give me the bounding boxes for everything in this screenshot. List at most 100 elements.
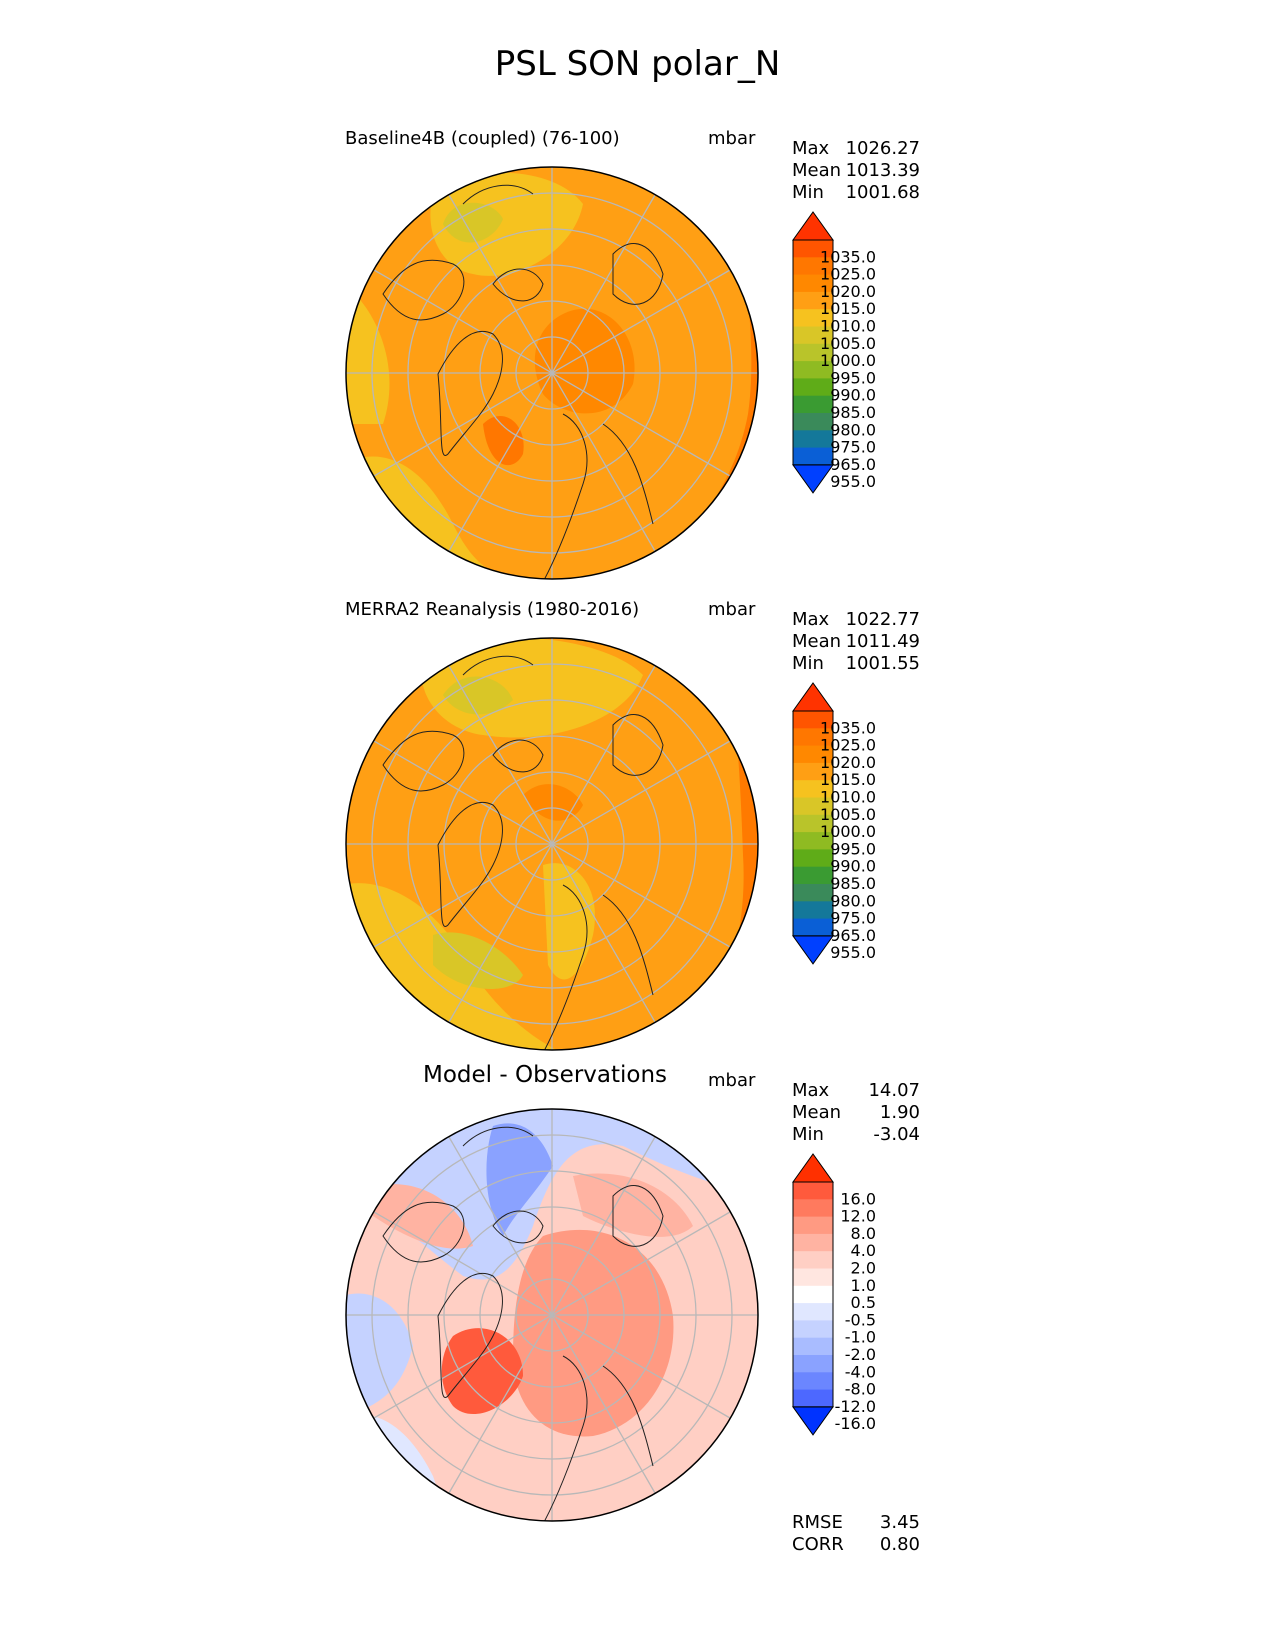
panel-obs: MERRA2 Reanalysis (1980-2016) mbar Max 10… [0,599,1275,1069]
stat-label: Max [792,138,830,159]
colorbar-swatch [793,1199,833,1218]
colorbar-extend-min [792,464,834,494]
figure-title: PSL SON polar_N [494,44,781,84]
panel-model: Baseline4B (coupled) (76-100) mbar Max 10… [0,128,1275,598]
colorbar-swatch [793,1182,833,1200]
colorbar-tick-label: 12.0 [840,1207,876,1226]
stat-min: 1001.55 [845,653,920,674]
colorbar-swatch [793,291,833,310]
colorbar-swatch [793,395,833,414]
colorbar-tick-label: 1.0 [851,1276,876,1295]
colorbar-swatch [793,240,833,258]
stats-box: Max 1026.27 Mean 1013.39 Min 1001.68 [792,138,920,204]
colorbar-tick-label: 2.0 [851,1259,876,1278]
colorbar-swatch [793,1268,833,1287]
colorbar-ticks: 16.012.08.04.02.01.00.5-0.5-1.0-2.0-4.0-… [835,1189,876,1433]
stat-label: Min [792,1124,824,1145]
colorbar-tick-label: 985.0 [830,403,876,422]
stat-max: 14.07 [868,1080,920,1101]
colorbar-swatch [793,780,833,798]
colorbar-tick-label: -1.0 [845,1328,876,1347]
colorbar-tick-label: 8.0 [851,1224,876,1243]
colorbar-swatch [793,866,833,885]
stat-max: 1022.77 [845,609,920,630]
colorbar-tick-label: 975.0 [830,438,876,457]
colorbar-swatch [793,447,833,466]
colorbar-tick-label: -0.5 [845,1310,876,1329]
stat-label: Min [792,182,824,203]
panel-title: Model - Observations [423,1062,668,1088]
colorbar-swatch [793,326,833,345]
colorbar-tick-label: 16.0 [840,1189,876,1208]
colorbar-tick-label: 980.0 [830,420,876,439]
colorbar-tick-label: -2.0 [845,1345,876,1364]
colorbar-frame [792,239,834,466]
colorbar-swatch [793,1337,833,1356]
panel-diff: Model - Observations mbar Max 14.07 Mean 1… [0,1062,1275,1555]
stat-min: -3.04 [873,1124,920,1145]
stat-label: Mean [792,160,842,181]
colorbar-tick-label: 1015.0 [820,770,876,789]
colorbar-swatch [793,762,833,781]
score-label: CORR [792,1534,844,1555]
stats-box: Max 1022.77 Mean 1011.49 Min 1001.55 [792,609,920,675]
colorbar-tick-label: 1020.0 [820,282,876,301]
colorbar-tick-label: 1000.0 [820,351,876,370]
colorbar-tick-label: -8.0 [845,1380,876,1399]
colorbar: 1035.01025.01020.01015.01010.01005.01000… [792,682,876,965]
rmse-value: 3.45 [879,1512,920,1533]
colorbar-swatch [793,728,833,747]
colorbar-swatch [793,1355,833,1373]
colorbar-frame [792,1181,834,1408]
colorbar-tick-label: 1005.0 [820,334,876,353]
colorbar-extend-max [792,682,834,712]
colorbar-tick-label: 1000.0 [820,822,876,841]
colorbar-tick-label: 995.0 [830,839,876,858]
stat-mean: 1.90 [879,1102,920,1123]
colorbar-swatch [793,1216,833,1235]
colorbar-tick-label: 1025.0 [820,265,876,284]
polar-map-model [345,166,759,580]
colorbar-swatch [793,1233,833,1252]
colorbar-swatch [793,1285,833,1304]
corr-value: 0.80 [879,1534,920,1555]
colorbar-tick-label: 4.0 [851,1241,876,1260]
colorbar-swatch [793,1389,833,1408]
colorbar-tick-label: 980.0 [830,891,876,910]
colorbar-swatch [793,257,833,276]
colorbar-swatch [793,832,833,850]
units-label: mbar [708,128,756,149]
units-label: mbar [708,599,756,620]
colorbar-tick-label: 990.0 [830,386,876,405]
colorbar-swatches [792,1153,834,1436]
colorbar-swatch [793,814,833,833]
units-label: mbar [708,1070,756,1091]
panel-title: Baseline4B (coupled) (76-100) [345,128,620,149]
stat-mean: 1013.39 [845,160,920,181]
colorbar-extend-max [792,1153,834,1183]
colorbar-frame [792,710,834,937]
colorbar-tick-label: 965.0 [830,455,876,474]
colorbar-swatch [793,884,833,902]
stat-min: 1001.68 [845,182,920,203]
colorbar-tick-label: 1025.0 [820,736,876,755]
colorbar-swatch [793,343,833,362]
colorbar-tick-label: 955.0 [830,943,876,962]
colorbar-swatch [793,274,833,293]
colorbar-tick-label: -12.0 [835,1397,876,1416]
colorbar-swatch [793,797,833,816]
colorbar-swatch [793,1372,833,1391]
colorbar-swatch [793,1320,833,1339]
colorbar-swatch [793,430,833,449]
colorbar-swatch [793,378,833,397]
score-label: RMSE [792,1512,843,1533]
colorbar-swatch [793,711,833,729]
colorbar-tick-label: 975.0 [830,909,876,928]
stats-box: Max 14.07 Mean 1.90 Min -3.04 [792,1080,920,1146]
skill-scores: RMSE 3.45 CORR 0.80 [792,1512,920,1556]
colorbar-extend-min [792,935,834,965]
colorbar-tick-label: 985.0 [830,874,876,893]
colorbar-tick-label: -4.0 [845,1362,876,1381]
colorbar-swatch [793,745,833,764]
stat-label: Max [792,1080,830,1101]
